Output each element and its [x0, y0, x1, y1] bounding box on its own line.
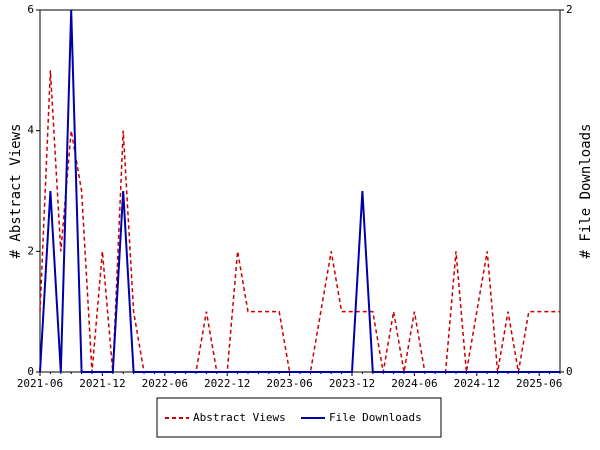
x-tick-label: 2024-12 [454, 377, 500, 390]
series-line [39, 9, 560, 373]
y-tick-label: 4 [27, 124, 34, 137]
legend-label: Abstract Views [193, 411, 286, 424]
x-tick-label: 2022-06 [142, 377, 188, 390]
y2-tick-label: 0 [566, 365, 573, 378]
y-axis-label: # Abstract Views [8, 124, 24, 259]
x-tick-label: 2022-12 [204, 377, 250, 390]
legend-label: File Downloads [329, 411, 422, 424]
y-tick-label: 2 [27, 244, 34, 257]
legend-box [156, 397, 442, 438]
x-tick-label: 2023-06 [266, 377, 312, 390]
y2-axis-label: # File Downloads [578, 124, 594, 259]
y-tick-label: 6 [27, 3, 34, 16]
x-tick-label: 2024-06 [391, 377, 437, 390]
plot-frame [39, 9, 561, 373]
x-tick-label: 2025-06 [516, 377, 562, 390]
x-tick-label: 2021-06 [17, 377, 63, 390]
x-tick-label: 2023-12 [329, 377, 375, 390]
x-tick-label: 2021-12 [79, 377, 125, 390]
series-line [39, 70, 560, 373]
y2-tick-label: 2 [566, 3, 573, 16]
y-tick-label: 0 [27, 365, 34, 378]
